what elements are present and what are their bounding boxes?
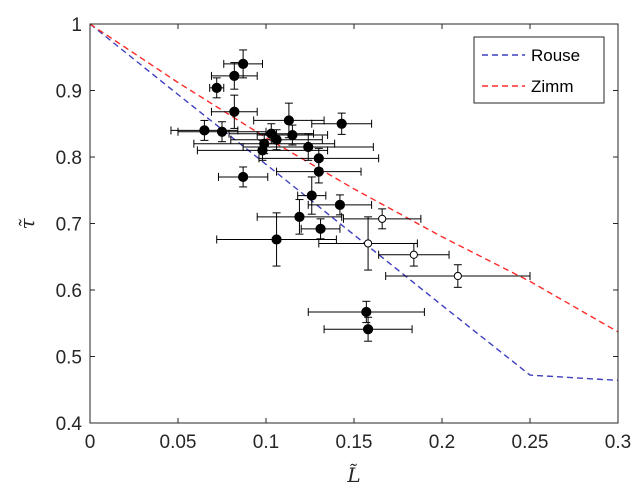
error-bar [297, 176, 327, 215]
filled-data-point [257, 145, 268, 156]
filled-data-point [238, 171, 249, 183]
filled-data-point [294, 211, 305, 222]
y-tick-label: 0.9 [56, 82, 82, 103]
x-tick-label: 0.2 [429, 432, 455, 453]
filled-data-point [238, 58, 249, 70]
filled-data-point [229, 70, 240, 81]
filled-data-point [283, 115, 294, 126]
x-tick-label: 0 [85, 432, 96, 453]
filled-data-point [271, 234, 282, 245]
model-line-rouse [89, 23, 619, 382]
x-tick-label: 0.1 [253, 432, 279, 453]
y-tick-label: 0.7 [56, 215, 82, 236]
y-tick-labels: 0.4 0.5 0.6 0.7 0.8 0.9 1 [56, 15, 83, 435]
filled-data-point [199, 125, 210, 136]
filled-data-point [362, 324, 374, 335]
x-tick-label: 0.3 [605, 432, 631, 453]
filled-data-point [313, 153, 324, 164]
x-axis-label: L̃ [346, 463, 360, 487]
filled-data-point [336, 118, 347, 129]
x-tick-labels: 0 0.05 0.1 0.15 0.2 0.25 0.3 [85, 432, 632, 453]
y-tick-label: 0.5 [56, 348, 82, 369]
legend-box [473, 36, 605, 104]
filled-data-point [306, 190, 317, 201]
filled-data-point [211, 82, 222, 93]
model-line-zimm [89, 23, 619, 333]
open-data-point [409, 250, 418, 259]
filled-data-point [361, 306, 372, 318]
open-data-point [453, 271, 462, 281]
filled-data-point [216, 126, 228, 137]
data-points [199, 58, 462, 335]
axis-ticks [89, 23, 619, 424]
y-tick-label: 0.4 [56, 414, 83, 435]
open-data-point [378, 214, 387, 223]
filled-data-point [287, 129, 298, 141]
model-lines [89, 23, 619, 382]
legend-label-rouse: Rouse [531, 46, 580, 65]
y-tick-label: 1 [71, 15, 82, 36]
x-tick-label: 0.15 [336, 432, 373, 453]
filled-data-point [303, 141, 314, 153]
legend-label-zimm: Zimm [531, 77, 573, 96]
filled-data-point [313, 166, 324, 177]
open-data-point [363, 239, 373, 248]
filled-data-point [334, 199, 346, 210]
filled-data-point [229, 106, 240, 117]
filled-data-point [315, 223, 326, 234]
y-tick-label: 0.8 [56, 148, 82, 169]
legend: Rouse Zimm [473, 36, 605, 104]
x-tick-label: 0.25 [512, 432, 549, 453]
y-tick-label: 0.6 [56, 281, 82, 302]
y-axis-label: τ̃ [15, 218, 39, 230]
filled-data-point [271, 134, 282, 145]
x-tick-label: 0.05 [160, 432, 197, 453]
